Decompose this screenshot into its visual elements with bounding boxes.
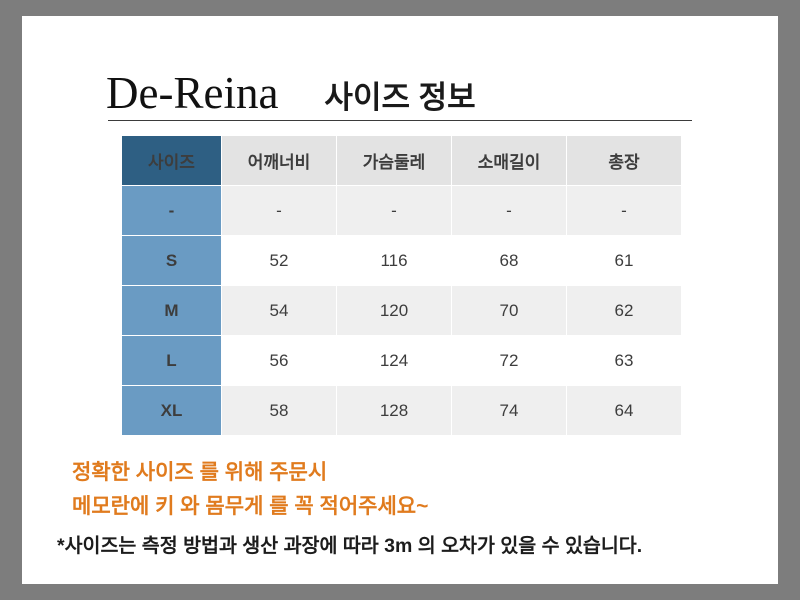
table-cell: - — [336, 185, 452, 236]
table-cell: 128 — [336, 385, 452, 436]
page-title: 사이즈 정보 — [324, 80, 476, 115]
table-header-sleeve: 소매길이 — [451, 135, 567, 186]
table-cell: 116 — [336, 235, 452, 286]
table-cell: - — [221, 185, 337, 236]
table-cell: 52 — [221, 235, 337, 286]
table-header-row: 사이즈 어깨너비 가슴둘레 소매길이 총장 — [121, 135, 682, 186]
table-cell: 68 — [451, 235, 567, 286]
table-row: M 54 120 70 62 — [121, 285, 682, 336]
table-cell: 56 — [221, 335, 337, 386]
row-label: - — [121, 185, 222, 236]
table-cell: 54 — [221, 285, 337, 336]
table-header-size: 사이즈 — [121, 135, 222, 186]
table-header-length: 총장 — [566, 135, 682, 186]
table-cell: 61 — [566, 235, 682, 286]
page-header: De-Reina 사이즈 정보 — [106, 38, 696, 116]
row-label: XL — [121, 385, 222, 436]
table-cell: 120 — [336, 285, 452, 336]
table-header-shoulder: 어깨너비 — [221, 135, 337, 186]
table-cell: 62 — [566, 285, 682, 336]
table-row: S 52 116 68 61 — [121, 235, 682, 286]
row-label: S — [121, 235, 222, 286]
table-cell: 70 — [451, 285, 567, 336]
table-cell: 124 — [336, 335, 452, 386]
brand-name: De-Reina — [106, 68, 279, 118]
table-cell: 64 — [566, 385, 682, 436]
table-header-chest: 가슴둘레 — [336, 135, 452, 186]
header-divider — [108, 120, 692, 121]
table-cell: 58 — [221, 385, 337, 436]
table-cell: 74 — [451, 385, 567, 436]
order-note-line-2: 메모란에 키 와 몸무게 를 꼭 적어주세요~ — [72, 495, 429, 518]
table-cell: - — [566, 185, 682, 236]
order-note: 정확한 사이즈 를 위해 주문시 메모란에 키 와 몸무게 를 꼭 적어주세요~ — [72, 456, 732, 524]
size-table: 사이즈 어깨너비 가슴둘레 소매길이 총장 - - - - - S 52 116… — [121, 135, 682, 436]
row-label: M — [121, 285, 222, 336]
table-cell: 72 — [451, 335, 567, 386]
table-row: XL 58 128 74 64 — [121, 385, 682, 436]
row-label: L — [121, 335, 222, 386]
table-row: L 56 124 72 63 — [121, 335, 682, 386]
table-cell: 63 — [566, 335, 682, 386]
order-note-line-1: 정확한 사이즈 를 위해 주문시 — [72, 461, 328, 484]
table-cell: - — [451, 185, 567, 236]
measurement-disclaimer: *사이즈는 측정 방법과 생산 과장에 따라 3m 의 오차가 있을 수 있습니… — [57, 535, 643, 557]
size-chart-page: De-Reina 사이즈 정보 사이즈 어깨너비 가슴둘레 소매길이 총장 - … — [22, 16, 778, 584]
table-row: - - - - - — [121, 185, 682, 236]
